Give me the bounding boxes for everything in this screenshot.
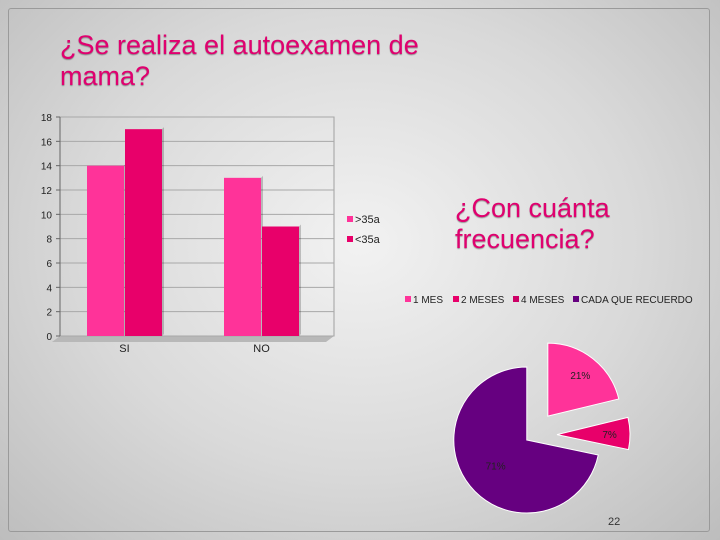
y-tick-label: 16 [41, 137, 53, 148]
slide-frame [8, 8, 710, 532]
y-tick-label: 12 [41, 186, 53, 197]
pie-slice [556, 416, 631, 451]
y-tick-label: 10 [41, 210, 53, 221]
bar [262, 226, 299, 336]
pie-chart-title: ¿Con cuánta frecuencia? [455, 193, 610, 254]
legend-label: CADA QUE RECUERDO [581, 295, 693, 306]
bar [224, 177, 261, 336]
y-tick-label: 18 [41, 113, 53, 124]
bar-chart-floor [52, 336, 334, 342]
data-label: 7% [602, 430, 617, 441]
legend-label: >35a [355, 214, 381, 226]
legend-label: <35a [355, 234, 381, 246]
y-tick-label: 0 [46, 332, 52, 343]
legend-label: 4 MESES [521, 295, 565, 306]
bar [87, 165, 124, 336]
page-number: 22 [608, 516, 621, 528]
legend-label: 2 MESES [461, 295, 505, 306]
y-tick-label: 6 [46, 259, 52, 270]
y-tick-label: 2 [46, 308, 52, 319]
y-tick-label: 8 [46, 235, 52, 246]
y-tick-label: 4 [46, 283, 52, 294]
x-tick-label: SI [119, 343, 129, 355]
bar-side [299, 224, 301, 336]
legend-swatch [453, 296, 459, 302]
pie-slice [453, 366, 599, 514]
y-tick-label: 14 [41, 162, 53, 173]
legend-swatch [347, 216, 353, 222]
legend-swatch [513, 296, 519, 302]
slide-title: ¿Se realiza el autoexamen de mama? [60, 30, 419, 91]
data-label: 71% [486, 461, 506, 472]
bar-side [162, 127, 164, 337]
pie-slice [547, 342, 620, 417]
legend-swatch [347, 236, 353, 242]
legend-swatch [405, 296, 411, 302]
legend-swatch [573, 296, 579, 302]
bar [125, 129, 162, 336]
x-tick-label: NO [253, 343, 270, 355]
legend-label: 1 MES [413, 295, 443, 306]
data-label: 21% [570, 371, 590, 382]
